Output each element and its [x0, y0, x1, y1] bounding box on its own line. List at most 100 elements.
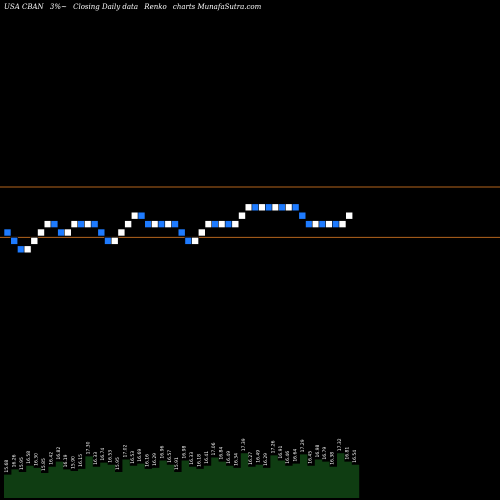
renko-brick [10, 237, 18, 245]
renko-brick [151, 220, 159, 228]
volume-label: 15.85 [41, 458, 47, 471]
renko-brick [271, 203, 280, 212]
volume-label: 16.69 [137, 449, 143, 462]
volume-label: 17.02 [122, 445, 128, 458]
renko-brick [17, 245, 25, 254]
renko-brick [198, 228, 206, 237]
volume-panel: 15.68 16.26 15.95 16.58 16.30 15.85 16.42 16.82… [4, 438, 360, 498]
renko-brick [325, 220, 333, 228]
volume-label: 16.98 [315, 445, 321, 458]
volume-label: 16.49 [226, 451, 232, 464]
renko-brick [90, 220, 99, 228]
volume-label: 16.84 [219, 447, 225, 460]
level-lines [0, 186, 500, 238]
renko-brick [171, 220, 179, 228]
renko-brick [117, 228, 126, 237]
renko-brick [238, 211, 246, 220]
renko-brick [131, 211, 139, 220]
volume-label: 16.30 [34, 453, 40, 466]
volume-label: 16.42 [48, 452, 54, 465]
renko-brick [264, 203, 273, 212]
renko-brick [218, 220, 226, 228]
volume-label: 16.96 [159, 446, 165, 459]
volume-label: 15.95 [19, 457, 25, 470]
volume-label: 16.91 [278, 446, 284, 459]
renko-brick [338, 220, 347, 228]
volume-label: 16.26 [11, 454, 17, 467]
volume-label: 16.53 [108, 450, 114, 463]
volume-label: 16.57 [167, 450, 173, 463]
renko-brick [224, 220, 233, 228]
volume-label: 16.81 [344, 447, 350, 460]
brand-label: charts MunafaSutra.com [172, 3, 262, 11]
volume-label: 17.32 [337, 438, 343, 451]
renko-brick [291, 203, 300, 212]
renko-brick [137, 211, 146, 220]
renko-brick [157, 220, 166, 228]
renko-brick [64, 228, 72, 237]
renko-brick [104, 237, 112, 245]
volume-label: 17.06 [211, 442, 217, 455]
volume-label: 15.68 [4, 460, 10, 473]
volume-label: 16.29 [152, 453, 158, 466]
renko-brick [50, 220, 59, 228]
volume-label: 16.33 [93, 452, 99, 465]
volume-label: 16.16 [145, 454, 151, 467]
volume-label: 16.79 [322, 447, 328, 460]
renko-brick [278, 203, 287, 212]
renko-brick [331, 220, 340, 228]
renko-brick [305, 220, 313, 228]
volume-label: 16.34 [233, 453, 239, 466]
renko-brick [97, 228, 106, 237]
renko-brick [345, 211, 354, 220]
volume-label: 16.41 [204, 451, 210, 464]
volume-label: 16.98 [182, 446, 188, 459]
renko-brick [311, 220, 320, 228]
renko-brick [318, 220, 327, 228]
renko-brick [84, 220, 92, 228]
change-label: 3%~ [49, 3, 67, 11]
volume-label: 16.54 [352, 450, 358, 463]
volume-area [4, 453, 360, 498]
volume-label: 16.38 [330, 452, 336, 465]
renko-brick [191, 237, 199, 245]
volume-label: 16.29 [263, 453, 269, 466]
volume-label: 16.74 [100, 448, 106, 461]
renko-brick [70, 220, 79, 228]
chart-kind-label: Renko [144, 3, 167, 11]
renko-brick [30, 237, 39, 245]
renko-brick [184, 237, 193, 245]
volume-label: 15.90 [71, 456, 77, 469]
volume-label: 17.26 [270, 440, 276, 453]
renko-brick [23, 245, 32, 254]
renko-brick [37, 228, 45, 237]
volume-label: 16.53 [130, 451, 136, 464]
volume-label: 16.27 [248, 452, 254, 465]
volume-label: 16.49 [256, 450, 262, 463]
volume-label: 17.39 [241, 438, 247, 451]
renko-brick [298, 211, 307, 220]
volume-label: 16.19 [63, 454, 69, 467]
symbol-label: USA CBAN [4, 3, 44, 11]
volume-label: 17.30 [85, 441, 91, 454]
renko-brick [110, 237, 119, 245]
volume-label: 16.15 [78, 454, 84, 467]
renko-brick [204, 220, 213, 228]
volume-label: 15.95 [115, 457, 121, 470]
volume-label: 16.58 [26, 451, 32, 464]
volume-label: 16.33 [189, 452, 195, 465]
renko-brick [164, 220, 173, 228]
renko-brick [124, 220, 132, 228]
renko-brick [285, 203, 293, 212]
renko-brick [244, 203, 253, 212]
volume-label: 16.82 [56, 447, 62, 460]
chart-header: USA CBAN 3%~ Closing Daily data Renko ch… [4, 3, 496, 15]
volume-label: 17.29 [300, 439, 306, 452]
renko-brick [231, 220, 240, 228]
renko-brick [144, 220, 152, 228]
renko-brick [3, 228, 12, 237]
description-label: Closing Daily data [73, 3, 139, 11]
volume-label: 16.18 [196, 454, 202, 467]
renko-brick [258, 203, 266, 212]
